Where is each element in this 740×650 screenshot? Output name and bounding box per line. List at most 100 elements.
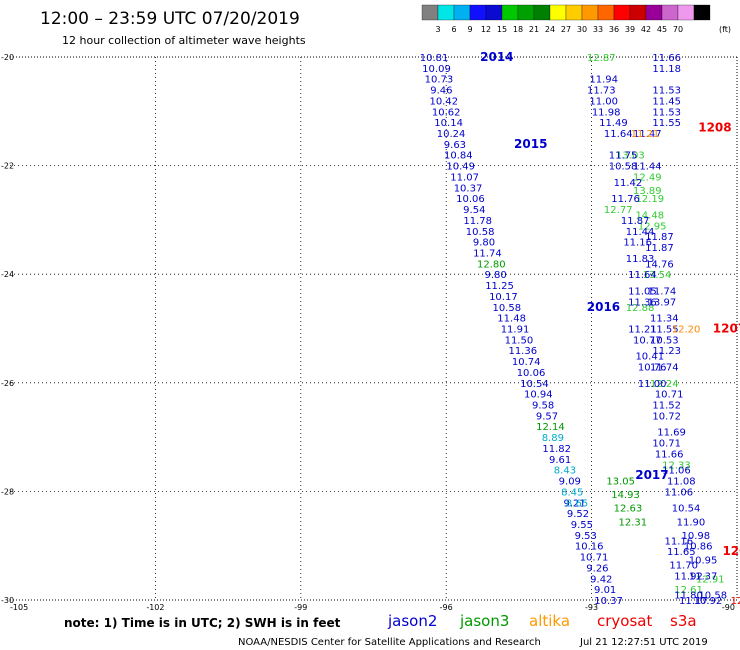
swh-point-jason2: 10.81 — [420, 53, 449, 64]
legend-entry: jason3 — [459, 612, 509, 630]
axis-ticks: -105 -102 -99 -96 -93 -90 -20 -22 -24 -26 -28 -30 — [1, 53, 735, 612]
x-tick-label: -105 — [10, 603, 28, 612]
swh-point-altika-blue: 11.87 — [645, 232, 674, 243]
cycle-label-jason2: 2017 — [635, 468, 668, 482]
swh-point-jason2: 10.84 — [444, 151, 473, 162]
swh-point-jason2: 9.57 — [536, 411, 558, 422]
swh-point-jason2: 9.63 — [444, 140, 466, 151]
swh-point-altika-blue: 11.53 — [652, 107, 681, 118]
swh-point-jason3-cyan: 8.45 — [561, 487, 583, 498]
swh-point-jason2: 10.42 — [429, 96, 458, 107]
swh-point-jason2: 10.49 — [446, 162, 475, 173]
swh-point-altika: 12.33 — [662, 460, 691, 471]
swh-point-jason2: 9.09 — [559, 477, 581, 488]
swh-point-jason2: 10.17 — [489, 292, 518, 303]
swh-point-altika-blue: 11.36 — [628, 297, 657, 308]
swh-point-jason2: 9.61 — [549, 455, 571, 466]
timestamp-text: Jul 21 12:27:51 UTC 2019 — [579, 637, 708, 648]
swh-point-altika-blue: 11.74 — [648, 286, 677, 297]
x-tick-label: -93 — [585, 603, 598, 612]
swh-point-altika-blue: 11.92 — [674, 572, 703, 583]
swh-point-altika-blue: 11.55 — [650, 325, 679, 336]
y-tick-label: -30 — [1, 596, 14, 605]
swh-point-jason2: 11.74 — [473, 248, 502, 259]
data-points: 10.8110.0910.739.4610.4210.6210.1410.249… — [420, 53, 740, 607]
colorbar-label: 45 — [657, 25, 667, 34]
swh-point-jason2: 10.37 — [454, 183, 483, 194]
swh-point-jason3-cyan: 8.89 — [542, 433, 564, 444]
swh-point-altika: 12.77 — [604, 205, 633, 216]
swh-point-altika-blue: 11.44 — [626, 227, 655, 238]
swh-point-altika: 12.88 — [626, 303, 655, 314]
swh-point-altika-blue: 11.70 — [669, 561, 698, 572]
swh-point-altika-blue: 11.87 — [621, 216, 650, 227]
colorbar-label: 33 — [593, 25, 603, 34]
swh-point-altika-blue: 11.44 — [633, 162, 662, 173]
swh-point-altika-blue: 10.95 — [689, 555, 718, 566]
swh-point-altika: 13.89 — [633, 186, 662, 197]
swh-point-jason3: 12.80 — [477, 259, 506, 270]
swh-point-altika-blue: 11.55 — [652, 118, 681, 129]
colorbar: 3 6 9 12 15 18 21 24 27 30 33 36 39 42 45 70 — [421, 4, 711, 34]
colorbar-swatch — [677, 4, 695, 21]
colorbar-swatch — [469, 4, 487, 21]
swh-point-altika-blue: 11.83 — [626, 254, 655, 265]
colorbar-label: 24 — [545, 25, 555, 34]
swh-point-altika-blue: 11.75 — [609, 151, 638, 162]
swh-point-jason2: 10.74 — [512, 357, 541, 368]
swh-point-altika-blue: 11.66 — [655, 449, 684, 460]
swh-point-altika-blue: 11.47 — [633, 129, 662, 140]
swh-point-altika: 12.49 — [633, 172, 662, 183]
swh-point-altika-blue: 11.94 — [589, 75, 618, 86]
swh-point-altika-blue: 10.71 — [652, 439, 681, 450]
colorbar-label: 15 — [497, 25, 507, 34]
swh-point-jason2: 10.94 — [524, 390, 553, 401]
colorbar-label: 12 — [481, 25, 491, 34]
swh-point-altika: 14.48 — [635, 210, 664, 221]
swh-point-jason2: 10.14 — [434, 118, 463, 129]
legend-entry: s3a — [670, 612, 697, 630]
swh-point-jason2: 11.36 — [508, 346, 537, 357]
legend-entry: altika — [529, 612, 570, 630]
colorbar-swatch — [533, 4, 551, 21]
colorbar-label: 6 — [451, 25, 456, 34]
swh-point-altika-blue: 10.58 — [698, 591, 727, 602]
swh-point-altika-blue: 11.66 — [652, 53, 681, 64]
swh-point-jason2: 11.48 — [497, 314, 526, 325]
colorbar-swatch — [549, 4, 567, 21]
swh-point-altika-blue: 10.53 — [650, 335, 679, 346]
swh-point-altika-blue: 11.98 — [592, 107, 621, 118]
cycle-label-jason2: 2014 — [480, 50, 513, 64]
colorbar-swatch — [453, 4, 471, 21]
cycle-label-jason2: 2015 — [514, 137, 547, 151]
swh-point-altika-blue: 10.54 — [672, 504, 701, 515]
x-tick-label: -99 — [294, 603, 307, 612]
swh-point-altika-blue: 11.16 — [665, 536, 694, 547]
y-tick-label: -24 — [1, 270, 14, 279]
swh-point-altika-blue: 11.80 — [674, 591, 703, 602]
swh-point-jason2: 10.54 — [520, 379, 549, 390]
swh-point-altika-blue: 14.76 — [645, 259, 674, 270]
swh-point-altika-blue: 11.64 — [628, 270, 657, 281]
swh-point-altika: 12.87 — [587, 53, 616, 64]
swh-point-jason2: 9.55 — [571, 520, 593, 531]
swh-point-altika-blue: 11.52 — [652, 401, 681, 412]
colorbar-swatch — [629, 4, 647, 21]
cycle-label-s3a: 120 — [722, 544, 740, 558]
colorbar-label: 70 — [673, 25, 683, 34]
colorbar-label: 21 — [529, 25, 539, 34]
colorbar-swatch — [661, 4, 679, 21]
swh-point-altika-blue: 11.00 — [589, 96, 618, 107]
swh-point-jason3: 13.05 — [606, 477, 635, 488]
swh-point-altika-blue: 11.53 — [652, 86, 681, 97]
swh-point-altika-blue: 11.42 — [614, 178, 643, 189]
swh-point-altika: 12.61 — [674, 585, 703, 596]
swh-point-altika-blue: 11.16 — [623, 238, 652, 249]
colorbar-label: 36 — [609, 25, 619, 34]
swh-point-altika: 12.95 — [638, 221, 667, 232]
swh-point-altika-blue: 11.76 — [611, 194, 640, 205]
swh-point-altika-blue: 11.37 — [689, 572, 718, 583]
swh-point-jason2: 9.58 — [532, 401, 554, 412]
swh-point-jason3: 14.93 — [611, 490, 640, 501]
swh-point-altika-blue: 11.34 — [650, 314, 679, 325]
